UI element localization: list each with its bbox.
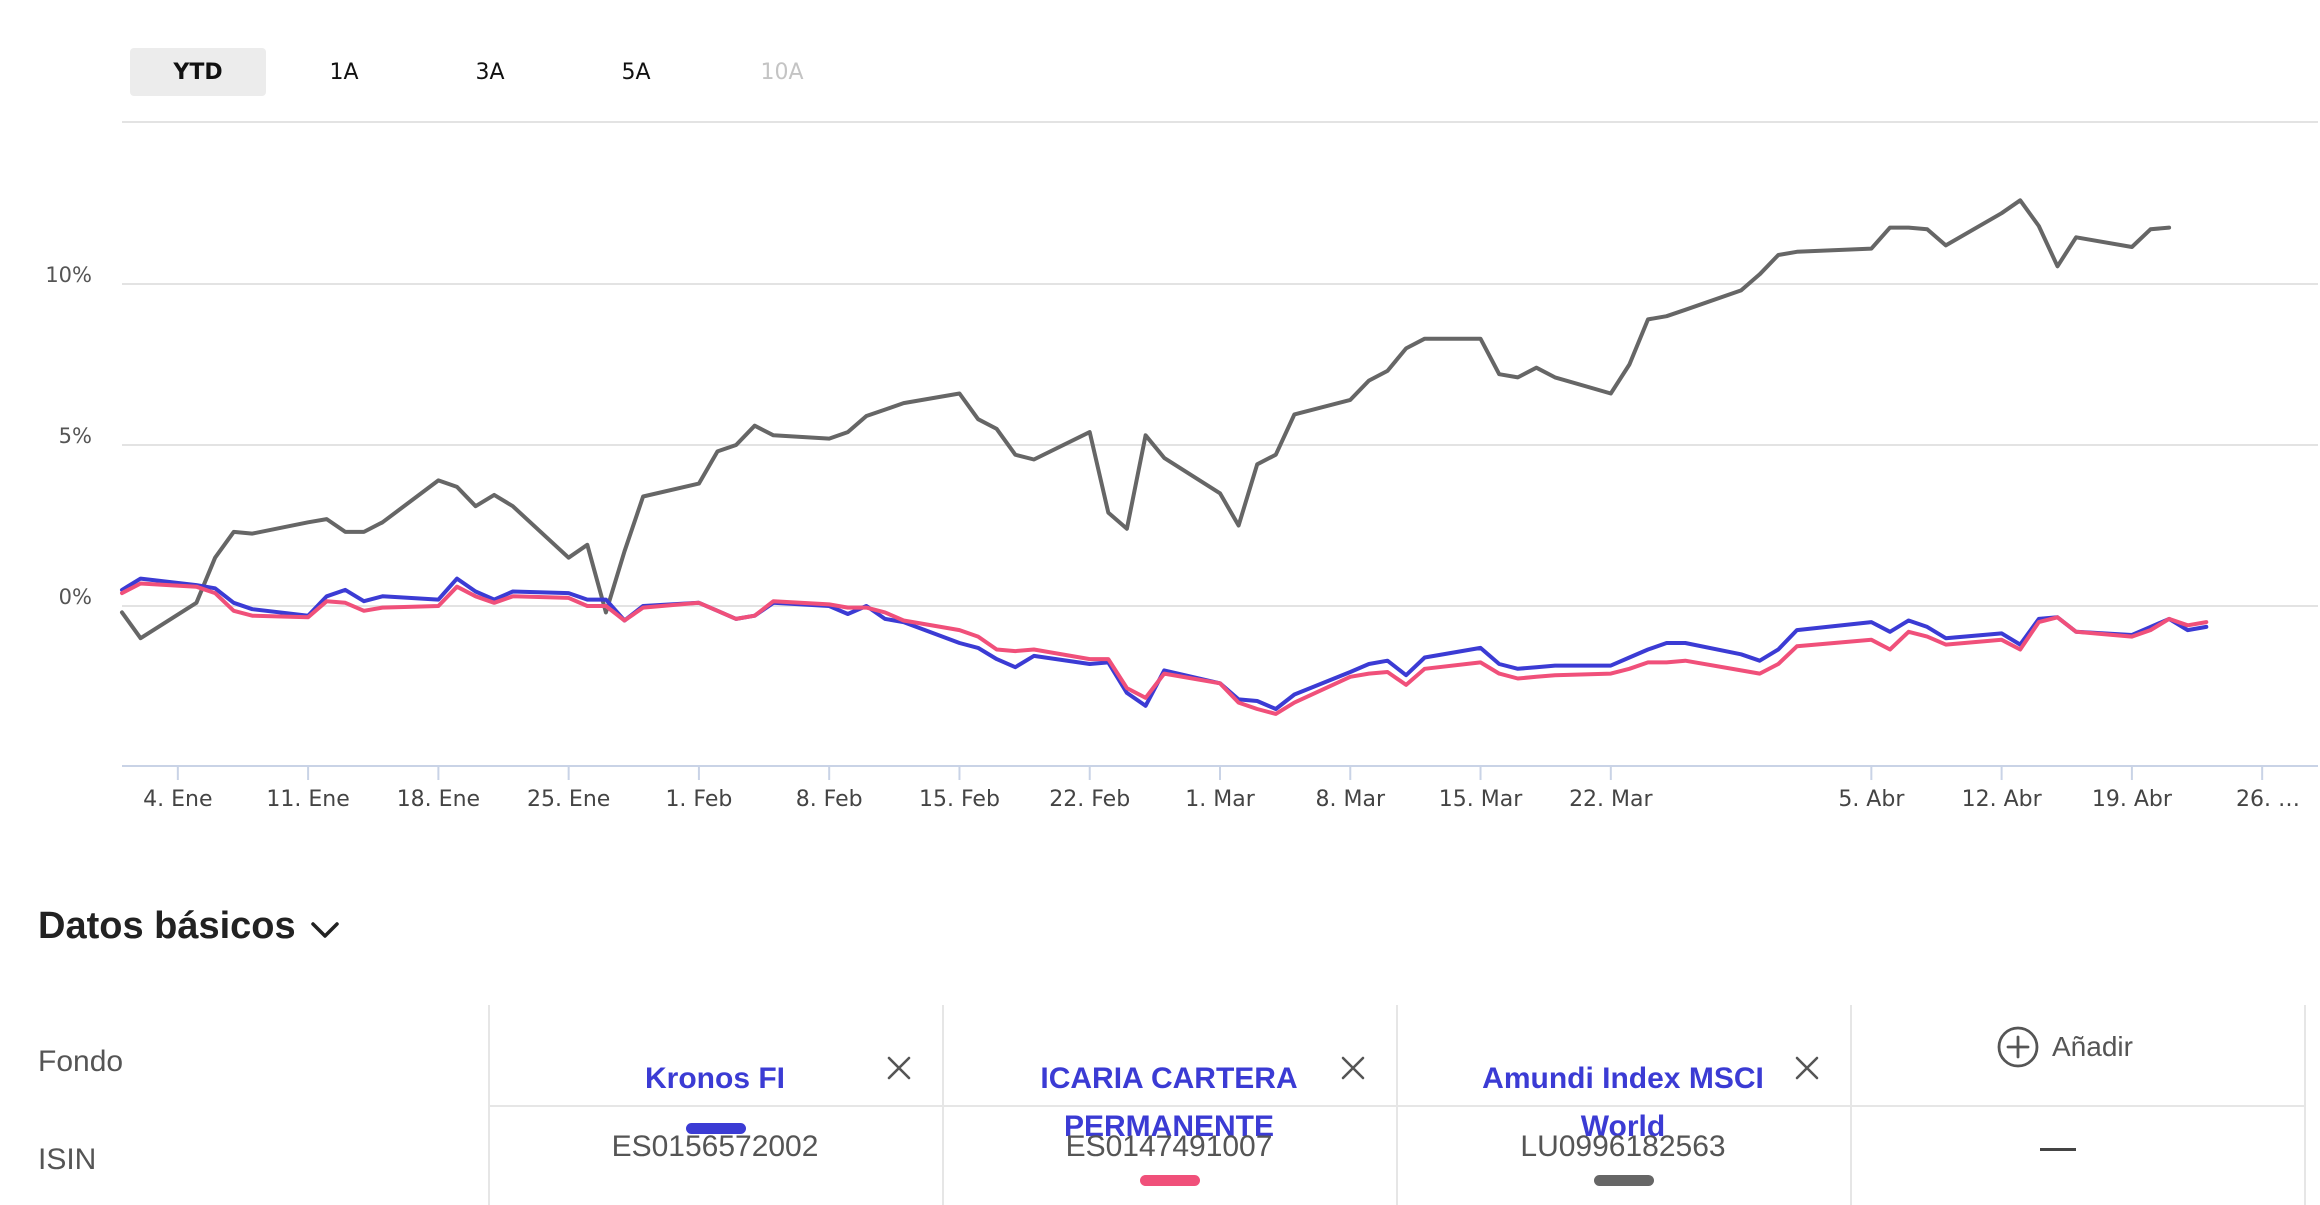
x-tick-label: 8. Feb	[796, 787, 863, 812]
fund-name-link[interactable]: Kronos FI	[645, 1062, 785, 1095]
x-axis: 4. Ene 11. Ene 18. Ene 25. Ene 1. Feb 8. Feb 1…	[122, 765, 2318, 812]
x-tick-label: 15. Feb	[919, 787, 1000, 812]
fund-name-link[interactable]: ICARIA CARTERA PERMANENTE	[1040, 1062, 1298, 1143]
series-line-3	[120, 581, 2209, 716]
isin-value: ES0156572002	[611, 1130, 819, 1163]
add-fund-label: Añadir	[2052, 1031, 2133, 1062]
chevron-down-icon	[310, 921, 339, 938]
y-tick-label: 0%	[59, 585, 92, 609]
empty-isin-dash	[2040, 1148, 2076, 1151]
plus-circle-icon	[1997, 1026, 2039, 1068]
fund-column-1: Kronos FI	[490, 1005, 940, 1205]
basic-data-toggle[interactable]: Datos básicos	[38, 905, 342, 948]
row-label-fund: Fondo	[38, 1045, 124, 1078]
x-tick-label: 11. Ene	[266, 787, 349, 812]
x-tick-label: 19. Abr	[2092, 787, 2173, 812]
range-tab-3a[interactable]: 3A	[475, 59, 505, 85]
y-axis-ticks: 0% 5% 10%	[45, 263, 92, 609]
x-tick-label: 1. Mar	[1185, 787, 1255, 812]
row-divider	[488, 1105, 2306, 1107]
section-title: Datos básicos	[38, 905, 296, 947]
isin-value: ES0147491007	[1065, 1130, 1273, 1163]
isin-value: LU0996182563	[1520, 1130, 1726, 1163]
y-tick-label: 10%	[45, 263, 92, 287]
fund-color-swatch	[1594, 1175, 1654, 1186]
grid-lines	[122, 121, 2318, 607]
x-tick-label: 26. …	[2236, 787, 2300, 812]
x-tick-label: 15. Mar	[1439, 787, 1523, 812]
x-tick-label: 12. Abr	[1962, 787, 2043, 812]
x-tick-label: 22. Feb	[1049, 787, 1130, 812]
x-tick-label: 8. Mar	[1316, 787, 1386, 812]
x-tick-label: 22. Mar	[1569, 787, 1653, 812]
close-icon[interactable]	[1340, 1055, 1366, 1081]
range-tab-ytd[interactable]: YTD	[130, 48, 266, 96]
x-tick-label: 5. Abr	[1838, 787, 1905, 812]
fund-color-swatch	[686, 1123, 746, 1134]
x-tick-label: 4. Ene	[143, 787, 212, 812]
add-fund-button[interactable]: Añadir	[1996, 1025, 2133, 1069]
x-tick-label: 25. Ene	[527, 787, 610, 812]
series-lines	[120, 198, 2209, 716]
range-tab-1a[interactable]: 1A	[329, 59, 359, 85]
x-tick-label: 18. Ene	[397, 787, 480, 812]
x-tick-label: 1. Feb	[665, 787, 732, 812]
row-label-isin: ISIN	[38, 1143, 97, 1176]
performance-chart: 0% 5% 10% 4. Ene 11. Ene 18. Ene 25. Ene 1. Fe…	[45, 121, 2318, 812]
close-icon[interactable]	[886, 1055, 912, 1081]
range-selector: YTD 1A 3A 5A 10A	[130, 48, 860, 96]
fund-name-link[interactable]: Amundi Index MSCI World	[1482, 1062, 1764, 1143]
fund-column-2: ICARIA CARTERA PERMANENTE	[944, 1005, 1394, 1205]
range-tab-10a: 10A	[760, 59, 804, 85]
series-line-1	[120, 198, 2172, 641]
fund-color-swatch	[1140, 1175, 1200, 1186]
y-tick-label: 5%	[59, 424, 92, 448]
close-icon[interactable]	[1794, 1055, 1820, 1081]
range-tab-5a[interactable]: 5A	[621, 59, 651, 85]
fund-column-3: Amundi Index MSCI World	[1398, 1005, 1848, 1205]
